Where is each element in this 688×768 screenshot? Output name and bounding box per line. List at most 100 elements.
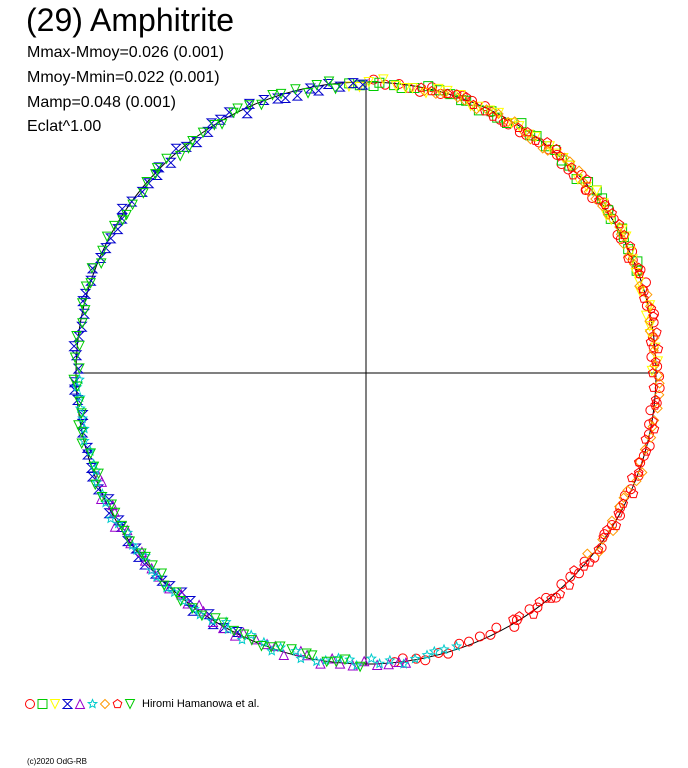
data-point <box>278 649 290 660</box>
data-point <box>647 368 658 378</box>
data-point <box>569 565 579 575</box>
data-point <box>451 89 462 99</box>
data-point <box>393 656 405 667</box>
data-point <box>347 78 359 89</box>
data-point <box>363 77 375 88</box>
data-point <box>623 244 634 255</box>
data-point <box>126 196 138 207</box>
data-point <box>559 152 570 163</box>
data-point <box>138 188 149 199</box>
data-point <box>531 131 542 142</box>
data-point <box>493 108 504 120</box>
data-point <box>485 629 496 640</box>
data-point <box>648 382 659 392</box>
data-point <box>638 283 648 294</box>
data-point <box>238 629 250 641</box>
data-point <box>493 107 505 119</box>
data-point <box>644 440 655 451</box>
copyright: (c)2020 OdG-RB <box>27 757 88 766</box>
data-point <box>590 193 601 205</box>
data-point <box>637 467 648 478</box>
data-point <box>398 658 410 669</box>
data-point <box>210 613 221 624</box>
data-point <box>640 434 651 444</box>
data-point <box>147 560 158 571</box>
data-point <box>68 374 79 386</box>
data-point <box>585 557 595 567</box>
data-point <box>246 635 258 646</box>
data-point <box>414 86 425 97</box>
data-point <box>506 118 517 129</box>
data-point <box>174 150 186 162</box>
data-point <box>258 636 270 648</box>
data-point <box>74 396 85 408</box>
data-point <box>640 310 652 322</box>
data-point <box>534 596 545 607</box>
data-point <box>452 92 463 103</box>
data-point <box>442 88 453 98</box>
data-point <box>290 645 302 656</box>
data-point <box>107 499 118 511</box>
data-point <box>579 556 590 567</box>
data-point <box>650 356 661 366</box>
data-point <box>105 512 117 524</box>
data-point <box>358 655 370 667</box>
data-point <box>542 136 553 147</box>
data-point <box>151 163 163 174</box>
data-point <box>652 403 663 414</box>
data-point <box>156 575 168 586</box>
data-point <box>69 352 81 364</box>
data-point <box>602 209 614 220</box>
data-point <box>650 394 661 404</box>
data-point <box>196 610 208 622</box>
data-point <box>343 81 355 93</box>
legend-author: Hiromi Hamanowa et al. <box>142 698 260 710</box>
data-point <box>597 200 608 212</box>
data-point <box>344 653 356 665</box>
data-point <box>530 131 542 143</box>
data-point <box>641 446 652 456</box>
data-point <box>116 203 128 214</box>
data-point <box>178 595 190 607</box>
data-point <box>599 529 610 540</box>
data-point <box>334 81 346 92</box>
data-point <box>618 498 629 508</box>
data-point <box>93 468 104 480</box>
data-point <box>471 103 482 115</box>
data-point <box>480 106 490 116</box>
data-point <box>546 593 557 603</box>
data-point <box>291 90 304 101</box>
data-point <box>245 629 257 640</box>
data-point <box>528 609 539 619</box>
data-point <box>184 595 197 606</box>
data-point <box>124 536 136 548</box>
data-point <box>209 119 220 131</box>
data-point <box>502 116 514 128</box>
data-point <box>256 99 267 111</box>
legend-symbol <box>124 699 136 710</box>
data-point <box>582 548 593 559</box>
data-point <box>165 157 177 168</box>
data-point <box>378 74 389 85</box>
data-point <box>542 145 553 156</box>
data-point <box>654 383 665 394</box>
legend-symbol <box>86 698 99 709</box>
data-point <box>79 305 91 316</box>
data-point <box>407 83 418 94</box>
data-point <box>593 544 604 554</box>
stat-mamp: Mamp=0.048 (0.001) <box>27 94 176 111</box>
data-point <box>220 616 232 627</box>
data-point <box>161 153 172 165</box>
data-point <box>551 143 562 154</box>
data-point <box>574 568 585 579</box>
data-point <box>463 636 474 647</box>
data-point <box>614 219 625 229</box>
data-point <box>290 84 301 95</box>
data-point <box>426 85 437 96</box>
data-point <box>88 461 100 473</box>
data-point <box>618 231 629 242</box>
data-point <box>644 325 656 337</box>
data-point <box>433 647 444 658</box>
data-point <box>421 649 433 660</box>
